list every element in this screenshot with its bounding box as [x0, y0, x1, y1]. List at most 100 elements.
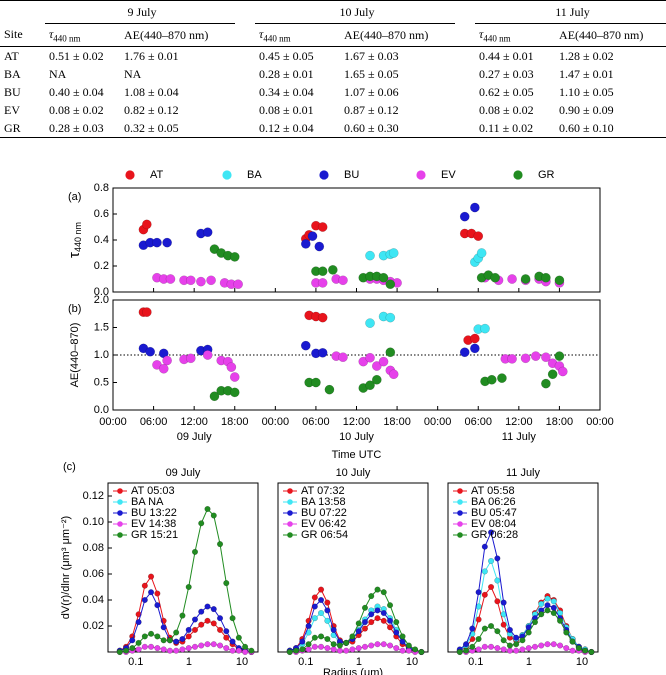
point — [519, 637, 526, 644]
legend-label: BU — [344, 169, 359, 181]
point — [179, 635, 186, 643]
group-header: 11 July — [475, 0, 666, 24]
point — [338, 275, 348, 286]
point — [481, 543, 488, 550]
legend-label: BA 06:26 — [471, 496, 516, 508]
legend-marker — [117, 521, 123, 527]
point — [160, 646, 167, 653]
value-cell: 0.51 ± 0.02 — [49, 48, 104, 63]
point — [361, 604, 369, 611]
value-cell: 0.62 ± 0.05 — [479, 84, 534, 99]
point — [393, 619, 400, 626]
legend-marker — [457, 521, 463, 527]
point — [469, 643, 476, 650]
x-tick-label: 1 — [526, 656, 532, 668]
point — [216, 626, 224, 633]
spacer — [455, 23, 476, 47]
point — [173, 638, 180, 645]
point — [385, 347, 396, 358]
legend-label: GR 06:28 — [471, 529, 518, 541]
point — [229, 647, 236, 654]
value-cell: 0.28 ± 0.03 — [49, 120, 104, 135]
point — [530, 351, 541, 361]
point — [361, 619, 369, 626]
point — [318, 643, 325, 650]
column-header: τ440 nm — [45, 23, 120, 47]
x-tick-label: 10 — [236, 656, 248, 668]
x-tick-label: 06:00 — [140, 416, 168, 428]
legend-label: BA — [247, 169, 262, 181]
x-tick-label: 00:00 — [99, 416, 127, 428]
point — [554, 275, 565, 286]
point — [488, 583, 495, 591]
legend-marker — [416, 170, 426, 180]
table-row: AT 0.51 ± 0.02 1.76 ± 0.01 0.45 ± 0.05 1.67 … — [0, 47, 666, 66]
site-cell: AT — [4, 48, 19, 63]
value-cell: 0.12 ± 0.04 — [259, 120, 314, 135]
point — [141, 596, 148, 604]
y-tick-label: 0.0 — [94, 286, 109, 298]
x-tick-label: 00:00 — [262, 416, 290, 428]
point — [324, 635, 331, 643]
point — [311, 643, 318, 650]
point — [374, 607, 381, 614]
point — [242, 648, 249, 656]
point — [202, 227, 213, 238]
point — [388, 248, 399, 258]
legend-label: EV 06:42 — [301, 518, 346, 530]
legend-marker — [125, 170, 135, 180]
x-tick-label: 06:00 — [464, 416, 492, 428]
legend-label: GR — [538, 169, 555, 181]
y-tick-label: 2.0 — [94, 294, 109, 306]
column-header: AE(440–870 nm) — [340, 23, 456, 47]
point — [494, 555, 501, 562]
point — [141, 219, 152, 230]
point — [154, 590, 161, 597]
point — [462, 641, 470, 648]
point — [166, 647, 173, 654]
point — [494, 598, 501, 605]
size-distribution-line — [289, 643, 422, 653]
point — [506, 647, 513, 654]
day-label: 11 July — [502, 431, 537, 443]
panel-label: (c) — [63, 461, 76, 473]
legend-marker — [287, 521, 293, 527]
point — [481, 568, 488, 575]
point — [497, 373, 507, 383]
point — [165, 274, 176, 284]
point — [500, 637, 507, 644]
size-distribution-line — [459, 530, 592, 653]
panel-title: 11 July — [506, 467, 541, 479]
point — [141, 633, 148, 640]
panel-title: 09 July — [166, 467, 201, 479]
point — [210, 512, 217, 519]
point — [229, 372, 240, 382]
point — [223, 580, 230, 587]
point — [513, 647, 520, 654]
size-distribution-line — [119, 591, 252, 653]
point — [129, 645, 136, 652]
subscript: 440 nm — [73, 222, 83, 252]
point — [229, 638, 236, 645]
point — [292, 647, 300, 654]
point — [575, 645, 582, 652]
legend-label: BU 05:47 — [471, 507, 517, 519]
y-tick-label: 0.4 — [94, 234, 109, 246]
site-cell: EV — [4, 102, 20, 117]
value-cell: 0.32 ± 0.05 — [124, 120, 179, 135]
point — [520, 353, 531, 364]
point — [154, 602, 161, 609]
panel-title: 10 July — [336, 467, 371, 479]
y-tick-label: 0.2 — [94, 260, 109, 272]
point — [311, 594, 318, 601]
point — [210, 641, 217, 648]
point — [305, 646, 312, 653]
point — [198, 621, 205, 628]
panel-label: (a) — [68, 191, 81, 203]
x-tick-label: 06:00 — [302, 416, 330, 428]
legend-marker — [319, 170, 329, 180]
point — [368, 611, 375, 618]
point — [299, 646, 306, 653]
point — [248, 647, 255, 654]
legend-marker — [513, 170, 523, 180]
